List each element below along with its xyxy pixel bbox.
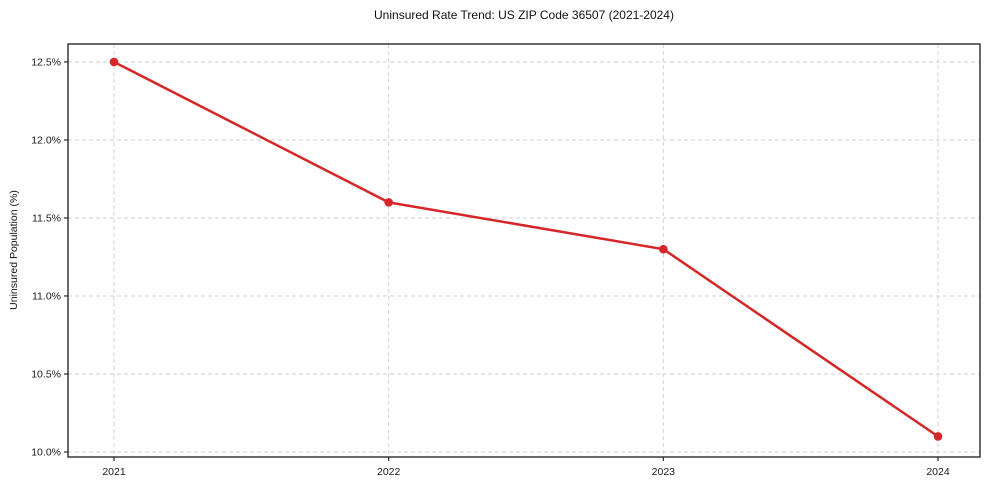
trend-line [112,60,940,438]
chart-title: Uninsured Rate Trend: US ZIP Code 36507 … [374,8,674,22]
y-tick-label: 10.5% [31,369,61,381]
data-point [933,432,943,441]
x-tick-label: 2023 [652,466,676,478]
data-point [109,57,119,67]
x-tick-label: 2024 [926,466,950,478]
y-tick-label: 11.5% [32,213,61,225]
y-tick-label: 10.0% [31,447,61,459]
x-tick-label: 2022 [377,466,401,478]
y-tick-label: 12.0% [31,135,61,147]
plot-frame [67,43,981,458]
y-tick-label: 12.5% [31,57,61,69]
data-point [659,244,668,254]
y-tick-label: 11.0% [32,291,61,303]
x-tick-label: 2021 [102,466,126,478]
data-point [384,198,393,207]
